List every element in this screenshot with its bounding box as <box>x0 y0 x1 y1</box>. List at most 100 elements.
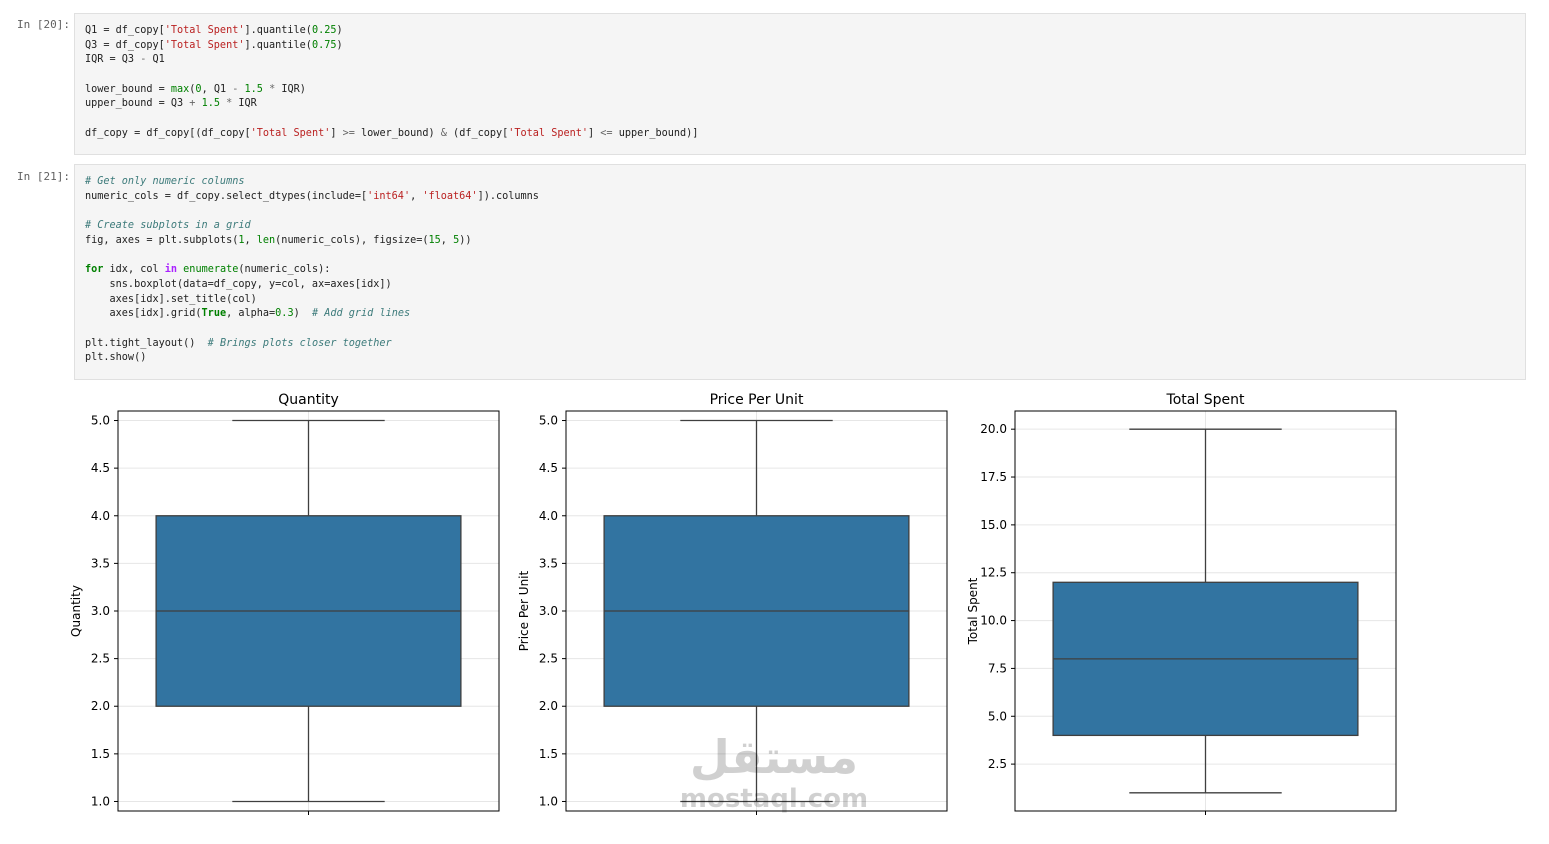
y-tick-label: 7.5 <box>988 661 1007 675</box>
code-token: 15 <box>428 234 441 246</box>
code-token: 1 <box>238 234 245 246</box>
code-token: 1.5 <box>201 98 220 110</box>
code-line: IQR = Q3 - Q1 <box>85 53 1515 68</box>
code-token: 'Total Spent' <box>164 39 245 51</box>
code-token: (numeric_cols), figsize=( <box>275 234 429 246</box>
code-token: * <box>226 98 233 110</box>
boxplot-quantity: 1.0 1.5 2.0 2.5 3.0 3.5 4.0 4.5 5.0 Quantity Quant… <box>69 392 500 815</box>
code-token: 'Total Spent' <box>508 127 588 139</box>
code-token: Q3 = df_copy[ <box>85 39 165 51</box>
code-token: max <box>170 83 190 95</box>
cell-prompt: In [21]: <box>17 170 70 183</box>
code-line: upper_bound = Q3 + 1.5 * IQR <box>85 97 1515 112</box>
code-line: numeric_cols = df_copy.select_dtypes(inc… <box>85 190 1515 205</box>
code-line: Q3 = df_copy['Total Spent'].quantile(0.7… <box>85 39 1515 54</box>
code-token: >= <box>342 127 355 139</box>
code-token: 0.3 <box>275 308 294 320</box>
code-token: , alpha= <box>226 308 276 320</box>
y-tick-label: 20.0 <box>980 422 1007 436</box>
code-editor[interactable]: Q1 = df_copy['Total Spent'].quantile(0.2… <box>75 14 1525 142</box>
code-token: , <box>244 234 257 246</box>
code-token: )) <box>459 234 472 246</box>
code-token: fig, axes = plt.subplots( <box>85 234 239 246</box>
code-token: numeric_cols = df_copy.select_dtypes(inc… <box>85 190 368 202</box>
watermark-arabic: مستقل <box>689 730 859 784</box>
code-token: 'Total Spent' <box>164 25 245 36</box>
code-token: idx, col <box>103 264 165 276</box>
code-token: upper_bound = Q3 <box>85 98 190 110</box>
cell-prompt: In [20]: <box>17 18 70 31</box>
y-tick-label: 15.0 <box>980 518 1007 532</box>
code-token: - <box>140 54 147 66</box>
subplot-title: Price Per Unit <box>710 392 804 408</box>
y-tick-label: 2.0 <box>539 699 558 713</box>
y-tick-label: 1.5 <box>539 747 558 761</box>
y-tick-label: 4.5 <box>91 461 110 475</box>
code-token: enumerate <box>183 264 239 276</box>
code-token: 1.5 <box>244 83 263 95</box>
code-token: # Brings plots closer together <box>207 337 392 349</box>
code-token: upper_bound)] <box>612 127 699 139</box>
y-tick-label: 10.0 <box>980 614 1007 628</box>
y-tick-label: 3.0 <box>91 604 110 618</box>
code-line: axes[idx].grid(True, alpha=0.3) # Add gr… <box>85 307 1515 322</box>
y-tick-label: 5.0 <box>539 414 558 428</box>
code-line: # Create subplots in a grid <box>85 219 1515 234</box>
code-token: plt.show() <box>85 352 147 364</box>
code-line: df_copy = df_copy[(df_copy['Total Spent'… <box>85 127 1515 142</box>
boxplot-total-spent: 2.5 5.0 7.5 10.0 12.5 15.0 17.5 20.0 Total Spent… <box>966 392 1397 815</box>
code-line: sns.boxplot(data=df_copy, y=col, ax=axes… <box>85 278 1515 293</box>
code-token: Q1 = df_copy[ <box>85 25 165 36</box>
code-token: ) <box>336 39 343 51</box>
code-token: for <box>85 264 104 276</box>
code-token: ] <box>330 127 343 139</box>
code-input-cell-20[interactable]: Q1 = df_copy['Total Spent'].quantile(0.2… <box>74 13 1526 155</box>
code-token: axes[idx].grid( <box>85 308 202 320</box>
code-token: IQR = Q3 <box>85 54 141 66</box>
code-line: plt.tight_layout() # Brings plots closer… <box>85 337 1515 352</box>
code-line: axes[idx].set_title(col) <box>85 293 1515 308</box>
code-token: lower_bound = <box>85 83 171 95</box>
y-tick-label: 4.0 <box>539 509 558 523</box>
code-line: for idx, col in enumerate(numeric_cols): <box>85 263 1515 278</box>
y-tick-label: 1.5 <box>91 747 110 761</box>
y-tick-label: 3.5 <box>539 556 558 570</box>
code-token: (numeric_cols): <box>238 264 331 276</box>
y-tick-label: 12.5 <box>980 566 1007 580</box>
code-line: fig, axes = plt.subplots(1, len(numeric_… <box>85 234 1515 249</box>
code-token: ) <box>293 308 312 320</box>
code-editor[interactable]: # Get only numeric columns numeric_cols =… <box>75 165 1525 366</box>
y-axis-label: Total Spent <box>966 577 980 645</box>
code-token: Q1 <box>146 54 165 66</box>
code-token: axes[idx].set_title(col) <box>85 293 257 305</box>
code-token: <= <box>600 127 613 139</box>
y-tick-label: 17.5 <box>980 470 1007 484</box>
y-tick-label: 2.5 <box>91 652 110 666</box>
y-tick-label: 2.0 <box>91 699 110 713</box>
code-token: (df_copy[ <box>446 127 509 139</box>
code-token: 0 <box>195 83 202 95</box>
y-tick-label: 1.0 <box>91 794 110 808</box>
code-token: + <box>189 98 196 110</box>
y-tick-label: 5.0 <box>988 709 1007 723</box>
code-token: , <box>440 234 454 246</box>
code-token: 5 <box>453 234 460 246</box>
code-token: ].quantile( <box>244 39 312 51</box>
code-token: , Q1 <box>201 83 233 95</box>
code-line: plt.show() <box>85 351 1515 366</box>
code-line: lower_bound = max(0, Q1 - 1.5 * IQR) <box>85 83 1515 98</box>
code-line: # Get only numeric columns <box>85 175 1515 190</box>
code-token: IQR <box>232 98 257 110</box>
y-tick-label: 2.5 <box>539 652 558 666</box>
code-token: ].quantile( <box>244 25 312 36</box>
code-input-cell-21[interactable]: # Get only numeric columns numeric_cols =… <box>74 164 1526 380</box>
y-tick-label: 1.0 <box>539 794 558 808</box>
code-token: 'float64' <box>422 190 478 202</box>
y-tick-label: 3.0 <box>539 604 558 618</box>
watermark-latin: mostaql.com <box>679 784 869 814</box>
code-token: ( <box>189 83 196 95</box>
y-axis-label: Quantity <box>69 585 83 637</box>
code-token: 0.75 <box>311 39 337 51</box>
code-token: - <box>232 83 239 95</box>
